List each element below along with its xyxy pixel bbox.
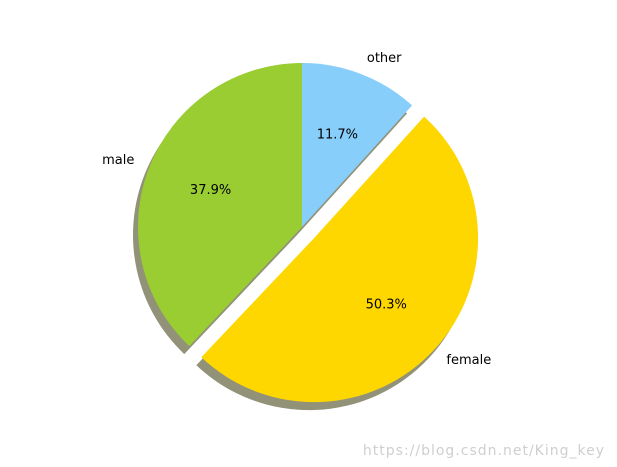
slice-label-male: male (102, 153, 134, 168)
labels: other 11.7% female 50.3% male 37.9% (102, 51, 491, 368)
slice-percent-other: 11.7% (317, 128, 358, 143)
slice-female (201, 116, 479, 403)
slices (138, 63, 479, 403)
slice-other (302, 63, 413, 227)
slice-percent-female: 50.3% (366, 297, 407, 312)
slice-percent-male: 37.9% (190, 183, 231, 198)
slice-label-female: female (446, 353, 491, 368)
slice-label-other: other (367, 51, 402, 66)
watermark: https://blog.csdn.net/King_key (362, 443, 605, 459)
slice-male (138, 63, 302, 347)
